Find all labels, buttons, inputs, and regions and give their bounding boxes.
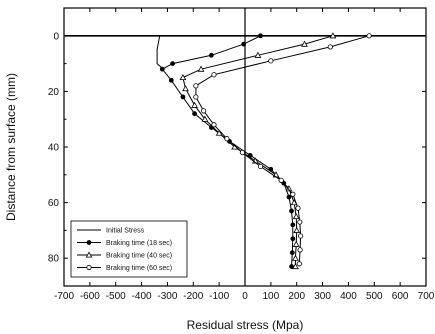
data-point xyxy=(297,233,304,239)
data-point xyxy=(297,219,303,225)
data-point xyxy=(201,108,207,114)
data-point xyxy=(296,261,302,267)
x-tick-label: -300 xyxy=(157,291,177,302)
data-point xyxy=(193,83,199,89)
data-point xyxy=(179,73,187,81)
zero-lines xyxy=(64,8,426,286)
data-point xyxy=(366,33,372,39)
legend-label: Initial Stress xyxy=(106,228,145,235)
y-axis-title: Distance from surface (mm) xyxy=(4,73,18,221)
data-point xyxy=(85,251,93,258)
data-point xyxy=(182,85,189,92)
x-tick-label: 700 xyxy=(418,291,435,302)
data-point xyxy=(170,61,176,66)
data-point xyxy=(224,136,230,142)
x-tick-label: 100 xyxy=(263,291,280,302)
legend-item: Braking time (18 sec) xyxy=(77,240,172,247)
data-point xyxy=(180,94,186,100)
legend-item: Initial Stress xyxy=(77,228,145,235)
data-point xyxy=(192,111,197,117)
axis-ticks: -700 -600 -500 -400 -300 -200 -100 0 100 200 300 40… xyxy=(48,8,435,302)
data-point xyxy=(268,58,274,64)
x-tick-label: 400 xyxy=(340,291,357,302)
data-point xyxy=(191,101,198,108)
data-point xyxy=(241,41,247,47)
x-tick-label: -600 xyxy=(80,291,100,302)
data-point xyxy=(329,32,337,39)
y-tick-label: 40 xyxy=(48,143,60,154)
y-tick-label: 20 xyxy=(48,87,60,98)
series-path xyxy=(156,35,164,70)
x-axis-title: Residual stress (Mpa) xyxy=(187,318,304,332)
x-tick-label: 600 xyxy=(392,291,409,302)
y-tick-label: 60 xyxy=(48,198,60,209)
x-tick-label: -100 xyxy=(209,291,229,302)
x-tick-label: 300 xyxy=(314,291,331,302)
data-point xyxy=(258,33,263,39)
legend-item: Braking time (60 sec) xyxy=(77,264,172,272)
data-point xyxy=(257,163,264,170)
data-point xyxy=(297,247,303,253)
data-point xyxy=(290,236,296,242)
y-tick-label: 80 xyxy=(48,254,60,265)
data-point xyxy=(286,194,292,200)
data-point xyxy=(193,94,199,100)
data-point xyxy=(211,72,217,78)
data-point xyxy=(289,250,295,256)
series-layer xyxy=(156,32,372,270)
data-point xyxy=(292,240,300,247)
x-tick-label: 0 xyxy=(242,291,248,302)
data-point xyxy=(301,40,308,47)
x-tick-label: 200 xyxy=(288,291,305,302)
legend-label: Braking time (18 sec) xyxy=(106,240,172,247)
data-point xyxy=(292,212,300,220)
x-tick-label: -700 xyxy=(54,291,74,302)
data-point xyxy=(86,264,92,271)
data-point xyxy=(168,77,174,83)
data-point xyxy=(278,177,284,183)
x-tick-label: -400 xyxy=(132,291,152,302)
data-point xyxy=(292,254,299,261)
data-point xyxy=(86,240,92,245)
data-point xyxy=(159,66,165,72)
data-point xyxy=(215,129,223,136)
legend-item: Braking time (40 sec) xyxy=(77,251,172,260)
data-point xyxy=(292,263,299,270)
data-point xyxy=(290,191,296,197)
data-point xyxy=(254,51,262,58)
x-tick-label: -200 xyxy=(183,291,203,302)
x-tick-label: 500 xyxy=(366,291,383,302)
data-point xyxy=(289,208,294,214)
data-point xyxy=(201,115,209,122)
data-point xyxy=(290,222,296,228)
data-point xyxy=(208,52,214,58)
legend-label: Braking time (60 sec) xyxy=(106,265,172,272)
data-point xyxy=(211,122,217,128)
data-point xyxy=(239,149,246,156)
data-point xyxy=(293,226,301,233)
series-line xyxy=(193,33,372,267)
data-point xyxy=(295,205,301,211)
y-tick-label: 0 xyxy=(53,31,59,42)
data-point xyxy=(197,65,205,72)
data-point xyxy=(327,44,333,50)
legend-label: Braking time (40 sec) xyxy=(106,253,172,260)
series-line xyxy=(156,35,164,70)
legend: Initial Stress Braking time (18 sec) Braki… xyxy=(70,220,188,278)
x-tick-label: -500 xyxy=(106,291,126,302)
